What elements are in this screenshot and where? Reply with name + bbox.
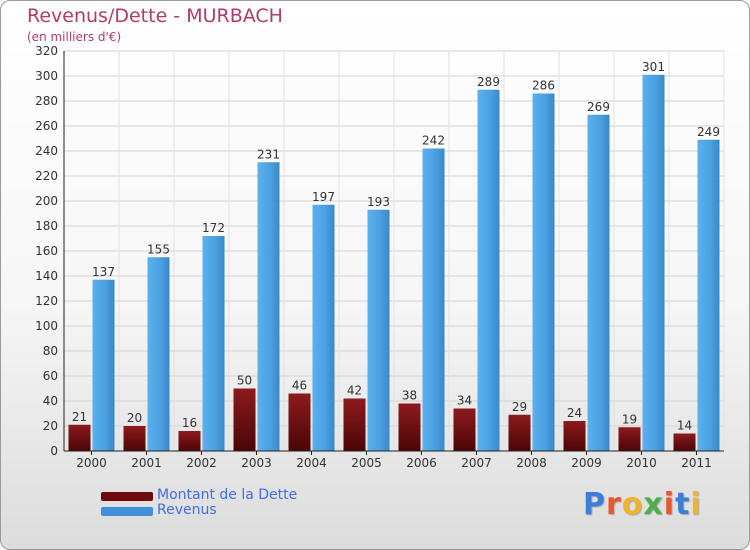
x-tick-label: 2007 — [461, 456, 492, 470]
logo-letter: t — [675, 487, 691, 522]
data-label-revenus: 155 — [147, 242, 170, 256]
logo-letter: P — [583, 487, 606, 522]
legend-label-debt: Montant de la Dette — [157, 487, 298, 503]
data-label-revenus: 137 — [92, 265, 115, 279]
y-tick-label: 240 — [35, 144, 58, 158]
legend-swatch-revenus — [101, 507, 153, 516]
bar-dette — [563, 421, 586, 451]
y-tick-label: 320 — [35, 44, 58, 58]
data-label-revenus: 289 — [477, 75, 500, 89]
data-label-dette: 14 — [677, 419, 692, 433]
bar-revenus — [202, 236, 225, 451]
y-tick-label: 20 — [43, 419, 58, 433]
bar-dette — [618, 427, 641, 451]
chart-title: Revenus/Dette - MURBACH — [27, 5, 283, 27]
data-label-revenus: 197 — [312, 190, 335, 204]
bar-dette — [288, 393, 311, 451]
bar-revenus — [587, 114, 610, 451]
bar-revenus — [642, 74, 665, 451]
data-label-dette: 46 — [292, 379, 307, 393]
y-tick-label: 180 — [35, 219, 58, 233]
bar-dette — [123, 426, 146, 451]
bar-dette — [398, 403, 421, 451]
bar-revenus — [532, 93, 555, 451]
y-tick-label: 160 — [35, 244, 58, 258]
data-label-dette: 34 — [457, 394, 472, 408]
data-label-revenus: 286 — [532, 79, 555, 93]
x-tick-label: 2005 — [351, 456, 382, 470]
logo-letter: x — [643, 487, 664, 522]
legend-swatch-debt — [101, 492, 153, 501]
data-label-dette: 24 — [567, 406, 582, 420]
y-tick-label: 280 — [35, 94, 58, 108]
data-label-revenus: 301 — [642, 60, 665, 74]
x-tick-label: 2001 — [131, 456, 162, 470]
y-tick-label: 80 — [43, 344, 58, 358]
data-label-dette: 42 — [347, 384, 362, 398]
data-label-dette: 29 — [512, 400, 527, 414]
bar-revenus — [367, 209, 390, 451]
data-label-dette: 21 — [72, 410, 87, 424]
y-tick-label: 100 — [35, 319, 58, 333]
x-tick-label: 2011 — [681, 456, 712, 470]
bar-dette — [343, 398, 366, 451]
data-label-revenus: 172 — [202, 221, 225, 235]
data-label-dette: 38 — [402, 389, 417, 403]
x-tick-label: 2008 — [516, 456, 547, 470]
data-label-dette: 20 — [127, 411, 142, 425]
bar-revenus — [422, 148, 445, 451]
x-tick-label: 2000 — [76, 456, 107, 470]
data-label-revenus: 242 — [422, 134, 445, 148]
logo-letter: i — [663, 487, 676, 522]
logo-letter: i — [690, 487, 702, 522]
y-tick-label: 200 — [35, 194, 58, 208]
y-tick-label: 40 — [43, 394, 58, 408]
logo-letter: o — [621, 487, 644, 522]
chart-subtitle: (en milliers d'€) — [27, 30, 122, 44]
bar-dette — [178, 431, 201, 451]
data-label-dette: 19 — [622, 412, 637, 426]
bar-revenus — [92, 279, 115, 451]
bar-revenus — [257, 162, 280, 451]
x-tick-label: 2003 — [241, 456, 272, 470]
y-tick-label: 0 — [50, 444, 58, 458]
y-tick-label: 220 — [35, 169, 58, 183]
proxiti-logo: Proxiti — [583, 487, 702, 522]
data-label-revenus: 249 — [697, 125, 720, 139]
x-tick-label: 2006 — [406, 456, 437, 470]
bar-revenus — [697, 139, 720, 451]
bar-dette — [453, 408, 476, 451]
bar-dette — [233, 388, 256, 451]
bar-revenus — [312, 204, 335, 451]
data-label-revenus: 269 — [587, 100, 610, 114]
data-label-revenus: 193 — [367, 195, 390, 209]
data-label-revenus: 231 — [257, 147, 280, 161]
data-label-dette: 50 — [237, 374, 252, 388]
x-tick-label: 2010 — [626, 456, 657, 470]
y-tick-label: 120 — [35, 294, 58, 308]
x-tick-label: 2004 — [296, 456, 327, 470]
x-tick-label: 2009 — [571, 456, 602, 470]
bar-dette — [673, 433, 696, 451]
y-tick-label: 60 — [43, 369, 58, 383]
bar-revenus — [477, 89, 500, 451]
logo-letter: r — [606, 487, 622, 522]
y-tick-label: 140 — [35, 269, 58, 283]
legend-label-revenus: Revenus — [157, 502, 217, 518]
x-tick-label: 2002 — [186, 456, 217, 470]
bar-dette — [68, 424, 91, 451]
bar-revenus — [147, 257, 170, 451]
y-tick-label: 300 — [35, 69, 58, 83]
y-tick-label: 260 — [35, 119, 58, 133]
data-label-dette: 16 — [182, 416, 197, 430]
bar-dette — [508, 414, 531, 451]
